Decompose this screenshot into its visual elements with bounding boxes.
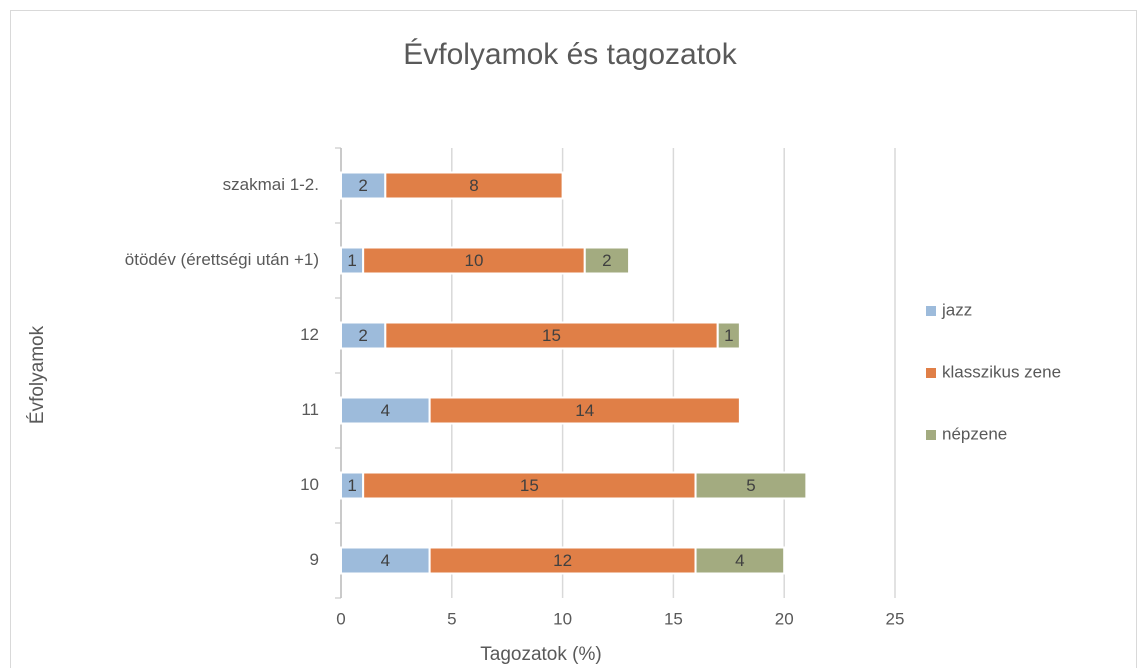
data-label: 8 [469, 176, 478, 195]
y-tick-label: 11 [301, 400, 319, 419]
data-label: 5 [746, 476, 755, 495]
data-label: 2 [358, 326, 367, 345]
x-tick-label: 20 [775, 609, 794, 628]
bar-segment [716, 321, 741, 350]
legend-swatch [926, 430, 936, 440]
data-label: 10 [464, 251, 483, 270]
y-tick-label: szakmai 1-2. [223, 175, 319, 194]
x-tick-label: 15 [664, 609, 683, 628]
y-tick-label: 10 [300, 475, 319, 494]
y-tick-label: 12 [300, 325, 319, 344]
y-axis-label: Évfolyamok [27, 325, 48, 424]
bar-segment [384, 171, 564, 200]
data-label: 12 [553, 551, 572, 570]
data-label: 14 [575, 401, 594, 420]
y-tick-label: 9 [310, 550, 319, 569]
data-label: 1 [347, 251, 356, 270]
legend-label: jazz [941, 300, 972, 319]
bar-segment [340, 396, 431, 425]
data-label: 1 [347, 476, 356, 495]
y-tick-label: ötödév (érettségi után +1) [125, 250, 319, 269]
legend-label: népzene [942, 424, 1007, 443]
data-label: 4 [735, 551, 744, 570]
x-tick-label: 25 [886, 609, 905, 628]
data-label: 2 [358, 176, 367, 195]
x-axis-label: Tagozatok (%) [480, 644, 601, 665]
data-label: 15 [542, 326, 561, 345]
data-label: 4 [381, 401, 390, 420]
x-tick-label: 10 [553, 609, 572, 628]
bar-segment [428, 546, 697, 575]
bar-segment [694, 546, 786, 575]
x-tick-label: 5 [447, 609, 456, 628]
data-label: 15 [520, 476, 539, 495]
bar-segment [340, 321, 387, 350]
data-label: 2 [602, 251, 611, 270]
bar-segment [583, 246, 631, 275]
bar-segment [362, 246, 586, 275]
legend-label: klasszikus zene [942, 362, 1061, 381]
legend-swatch [926, 368, 936, 378]
bar-segment [428, 396, 741, 425]
data-label: 1 [724, 326, 733, 345]
data-label: 4 [381, 551, 390, 570]
x-tick-label: 0 [336, 609, 345, 628]
legend-swatch [926, 306, 936, 316]
chart-title: Évfolyamok és tagozatok [403, 38, 738, 71]
bar-segment [694, 471, 808, 500]
bar-segment [384, 321, 719, 350]
bar-segment [362, 471, 697, 500]
